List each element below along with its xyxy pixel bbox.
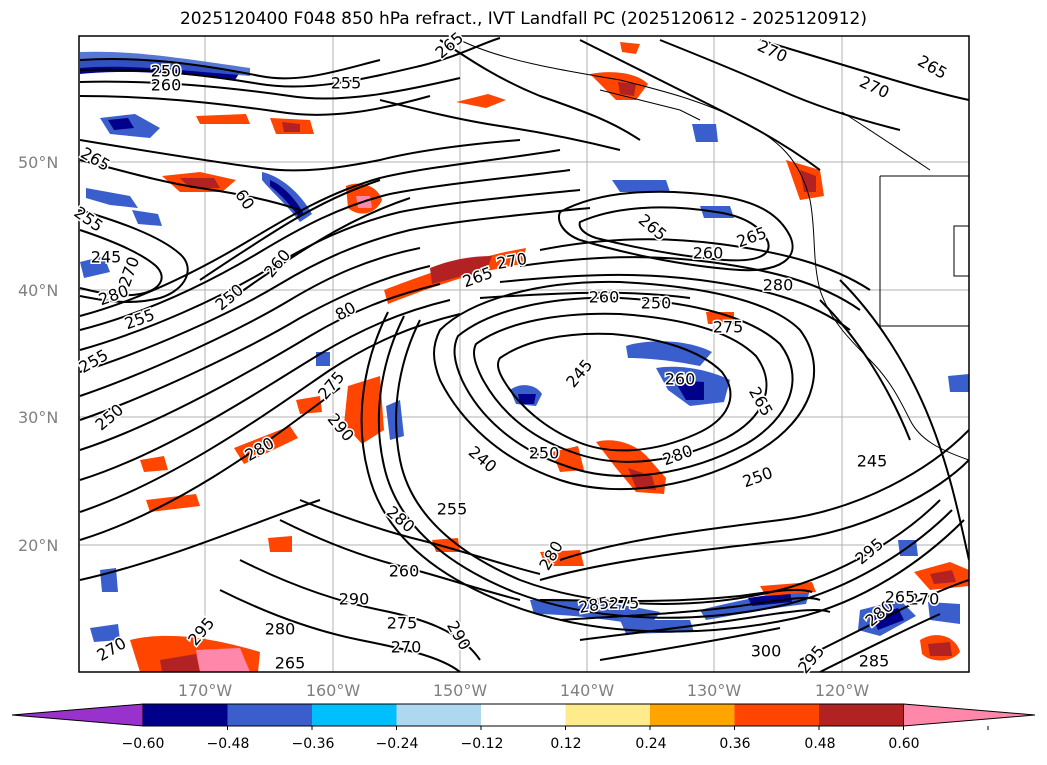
contour-label: 255	[437, 500, 468, 519]
contour-label: 260	[389, 562, 420, 581]
contour-label: 245	[857, 452, 888, 471]
contour-label: 245	[91, 248, 122, 267]
colorbar-swatch	[734, 704, 820, 726]
contour-label: 260	[589, 288, 620, 307]
lon-label: 120°W	[814, 681, 870, 700]
colorbar-tick-label: −0.12	[460, 736, 504, 752]
contour-label: 255	[331, 74, 362, 93]
contour-label: 260	[665, 370, 696, 389]
lon-label: 130°W	[686, 681, 742, 700]
contour-label: 250	[641, 294, 672, 313]
lat-label: 40°N	[18, 281, 59, 300]
contour-label: 270	[391, 638, 422, 657]
colorbar-swatch	[481, 704, 566, 726]
contour-label: 250	[151, 62, 182, 81]
colorbar	[11, 703, 1036, 730]
colorbar-tick-label: 0.48	[804, 736, 836, 752]
colorbar-swatch	[143, 704, 228, 726]
contour-label: 280	[265, 620, 296, 639]
lon-label: 140°W	[559, 681, 615, 700]
colorbar-swatch	[312, 704, 397, 726]
contour-label: 300	[751, 642, 782, 661]
colorbar-swatch	[565, 704, 651, 726]
colorbar-tick-label: 0.12	[550, 736, 582, 752]
colorbar-tick-label: −0.36	[291, 736, 335, 752]
contour-label: 265	[885, 588, 916, 607]
contour-label: 285	[859, 652, 890, 671]
colorbar-swatch	[227, 704, 313, 726]
colorbar-swatch	[396, 704, 482, 726]
colorbar-tick-label: −0.60	[121, 736, 165, 752]
contour-label: 250	[529, 444, 560, 463]
colorbar-extend-low	[11, 703, 144, 727]
colorbar-tick-label: 0.36	[719, 736, 751, 752]
contour-label: 290	[339, 590, 370, 609]
coastlines	[459, 39, 969, 461]
contour-label: 275	[387, 614, 418, 633]
contour-lines	[79, 37, 969, 672]
colorbar-tick-label: −0.24	[375, 736, 419, 752]
lon-label: 170°W	[177, 681, 233, 700]
lon-label: 160°W	[305, 681, 361, 700]
colorbar-swatch	[819, 704, 904, 726]
lat-label: 50°N	[18, 153, 59, 172]
map-title: 2025120400 F048 850 hPa refract., IVT La…	[179, 9, 867, 29]
contour-label: 260	[151, 76, 182, 95]
lat-label: 20°N	[18, 536, 59, 555]
lat-label: 30°N	[18, 408, 59, 427]
shaded-anomalies	[80, 42, 969, 672]
colorbar-swatch	[650, 704, 735, 726]
colorbar-frame	[142, 703, 904, 727]
map-frame	[78, 35, 970, 673]
contour-label: 265	[275, 654, 306, 673]
colorbar-extend-high	[903, 703, 1036, 727]
colorbar-tick-label: −0.48	[206, 736, 250, 752]
contour-label: 275	[609, 594, 640, 613]
colorbar-tick-label: 0.24	[635, 736, 667, 752]
contour-label: 270	[909, 590, 940, 609]
contour-label: 260	[693, 244, 724, 263]
contour-label: 280	[763, 276, 794, 295]
contour-label: 275	[713, 318, 744, 337]
lon-label: 150°W	[432, 681, 488, 700]
colorbar-tick-label: 0.60	[888, 736, 920, 752]
